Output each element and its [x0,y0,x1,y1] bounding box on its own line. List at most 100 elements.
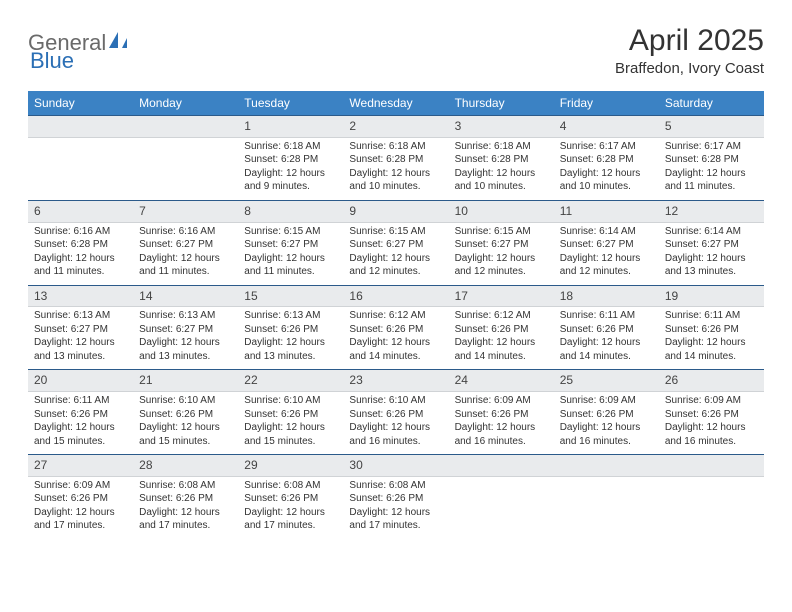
daylight-line: Daylight: 12 hours and 14 minutes. [455,336,548,363]
day-number: 4 [554,116,659,137]
calendar-cell: 11Sunrise: 6:14 AMSunset: 6:27 PMDayligh… [554,200,659,285]
sunset-line: Sunset: 6:28 PM [455,153,548,167]
calendar-cell: 17Sunrise: 6:12 AMSunset: 6:26 PMDayligh… [449,285,554,370]
day-number: 15 [238,286,343,307]
calendar-page: General April 2025 Braffedon, Ivory Coas… [0,0,792,559]
day-details: Sunrise: 6:18 AMSunset: 6:28 PMDaylight:… [238,138,343,200]
calendar-cell: 2Sunrise: 6:18 AMSunset: 6:28 PMDaylight… [343,115,448,200]
calendar-cell [28,115,133,200]
sunrise-line: Sunrise: 6:10 AM [349,394,442,408]
day-header-row: SundayMondayTuesdayWednesdayThursdayFrid… [28,91,764,115]
sunrise-line: Sunrise: 6:18 AM [244,140,337,154]
daylight-line: Daylight: 12 hours and 17 minutes. [244,506,337,533]
day-header-friday: Friday [554,91,659,115]
daylight-line: Daylight: 12 hours and 17 minutes. [349,506,442,533]
sunset-line: Sunset: 6:28 PM [349,153,442,167]
day-details: Sunrise: 6:15 AMSunset: 6:27 PMDaylight:… [343,223,448,285]
sunset-line: Sunset: 6:26 PM [244,408,337,422]
calendar-cell: 28Sunrise: 6:08 AMSunset: 6:26 PMDayligh… [133,454,238,539]
sunrise-line: Sunrise: 6:11 AM [34,394,127,408]
calendar-cell: 10Sunrise: 6:15 AMSunset: 6:27 PMDayligh… [449,200,554,285]
sunrise-line: Sunrise: 6:09 AM [455,394,548,408]
sunset-line: Sunset: 6:26 PM [349,492,442,506]
day-details: Sunrise: 6:09 AMSunset: 6:26 PMDaylight:… [659,392,764,454]
daylight-line: Daylight: 12 hours and 11 minutes. [244,252,337,279]
day-details: Sunrise: 6:13 AMSunset: 6:27 PMDaylight:… [133,307,238,369]
sunset-line: Sunset: 6:28 PM [665,153,758,167]
calendar-cell: 13Sunrise: 6:13 AMSunset: 6:27 PMDayligh… [28,285,133,370]
day-number: 17 [449,286,554,307]
day-number: 21 [133,370,238,391]
sunrise-line: Sunrise: 6:14 AM [560,225,653,239]
day-details: Sunrise: 6:13 AMSunset: 6:26 PMDaylight:… [238,307,343,369]
daylight-line: Daylight: 12 hours and 16 minutes. [665,421,758,448]
sunrise-line: Sunrise: 6:11 AM [560,309,653,323]
sunset-line: Sunset: 6:26 PM [244,492,337,506]
sunset-line: Sunset: 6:27 PM [139,238,232,252]
day-details: Sunrise: 6:15 AMSunset: 6:27 PMDaylight:… [449,223,554,285]
day-number: 24 [449,370,554,391]
day-details: Sunrise: 6:17 AMSunset: 6:28 PMDaylight:… [659,138,764,200]
sunset-line: Sunset: 6:26 PM [349,408,442,422]
calendar-cell: 14Sunrise: 6:13 AMSunset: 6:27 PMDayligh… [133,285,238,370]
day-header-wednesday: Wednesday [343,91,448,115]
sunset-line: Sunset: 6:26 PM [665,323,758,337]
day-details [659,477,764,527]
day-details: Sunrise: 6:09 AMSunset: 6:26 PMDaylight:… [554,392,659,454]
day-number [449,455,554,476]
day-details: Sunrise: 6:16 AMSunset: 6:28 PMDaylight:… [28,223,133,285]
calendar-cell: 25Sunrise: 6:09 AMSunset: 6:26 PMDayligh… [554,369,659,454]
day-details: Sunrise: 6:12 AMSunset: 6:26 PMDaylight:… [343,307,448,369]
sunrise-line: Sunrise: 6:15 AM [349,225,442,239]
day-header-monday: Monday [133,91,238,115]
day-details [449,477,554,527]
day-details: Sunrise: 6:17 AMSunset: 6:28 PMDaylight:… [554,138,659,200]
daylight-line: Daylight: 12 hours and 16 minutes. [349,421,442,448]
sunset-line: Sunset: 6:26 PM [139,492,232,506]
day-number: 26 [659,370,764,391]
day-number: 10 [449,201,554,222]
calendar-cell: 1Sunrise: 6:18 AMSunset: 6:28 PMDaylight… [238,115,343,200]
day-details: Sunrise: 6:10 AMSunset: 6:26 PMDaylight:… [238,392,343,454]
calendar-cell: 3Sunrise: 6:18 AMSunset: 6:28 PMDaylight… [449,115,554,200]
calendar-cell [659,454,764,539]
day-details: Sunrise: 6:10 AMSunset: 6:26 PMDaylight:… [133,392,238,454]
sunset-line: Sunset: 6:26 PM [665,408,758,422]
daylight-line: Daylight: 12 hours and 14 minutes. [349,336,442,363]
sunset-line: Sunset: 6:26 PM [139,408,232,422]
daylight-line: Daylight: 12 hours and 15 minutes. [244,421,337,448]
sunrise-line: Sunrise: 6:10 AM [244,394,337,408]
day-number: 20 [28,370,133,391]
sunset-line: Sunset: 6:26 PM [455,408,548,422]
daylight-line: Daylight: 12 hours and 13 minutes. [139,336,232,363]
day-number: 8 [238,201,343,222]
day-number: 5 [659,116,764,137]
day-header-thursday: Thursday [449,91,554,115]
sunset-line: Sunset: 6:26 PM [560,408,653,422]
day-details: Sunrise: 6:14 AMSunset: 6:27 PMDaylight:… [659,223,764,285]
sunset-line: Sunset: 6:26 PM [349,323,442,337]
calendar-cell: 22Sunrise: 6:10 AMSunset: 6:26 PMDayligh… [238,369,343,454]
day-number: 29 [238,455,343,476]
sunrise-line: Sunrise: 6:15 AM [455,225,548,239]
day-details: Sunrise: 6:18 AMSunset: 6:28 PMDaylight:… [343,138,448,200]
day-details: Sunrise: 6:09 AMSunset: 6:26 PMDaylight:… [28,477,133,539]
sunset-line: Sunset: 6:28 PM [34,238,127,252]
calendar-row: 13Sunrise: 6:13 AMSunset: 6:27 PMDayligh… [28,285,764,370]
day-header-sunday: Sunday [28,91,133,115]
sunrise-line: Sunrise: 6:15 AM [244,225,337,239]
header: General April 2025 Braffedon, Ivory Coas… [28,24,764,77]
day-number: 6 [28,201,133,222]
daylight-line: Daylight: 12 hours and 13 minutes. [244,336,337,363]
day-header-tuesday: Tuesday [238,91,343,115]
sunset-line: Sunset: 6:27 PM [349,238,442,252]
calendar-cell: 29Sunrise: 6:08 AMSunset: 6:26 PMDayligh… [238,454,343,539]
day-details: Sunrise: 6:08 AMSunset: 6:26 PMDaylight:… [343,477,448,539]
daylight-line: Daylight: 12 hours and 15 minutes. [139,421,232,448]
day-details: Sunrise: 6:15 AMSunset: 6:27 PMDaylight:… [238,223,343,285]
daylight-line: Daylight: 12 hours and 15 minutes. [34,421,127,448]
calendar-cell: 21Sunrise: 6:10 AMSunset: 6:26 PMDayligh… [133,369,238,454]
day-number [28,116,133,137]
sunrise-line: Sunrise: 6:08 AM [349,479,442,493]
day-number: 7 [133,201,238,222]
